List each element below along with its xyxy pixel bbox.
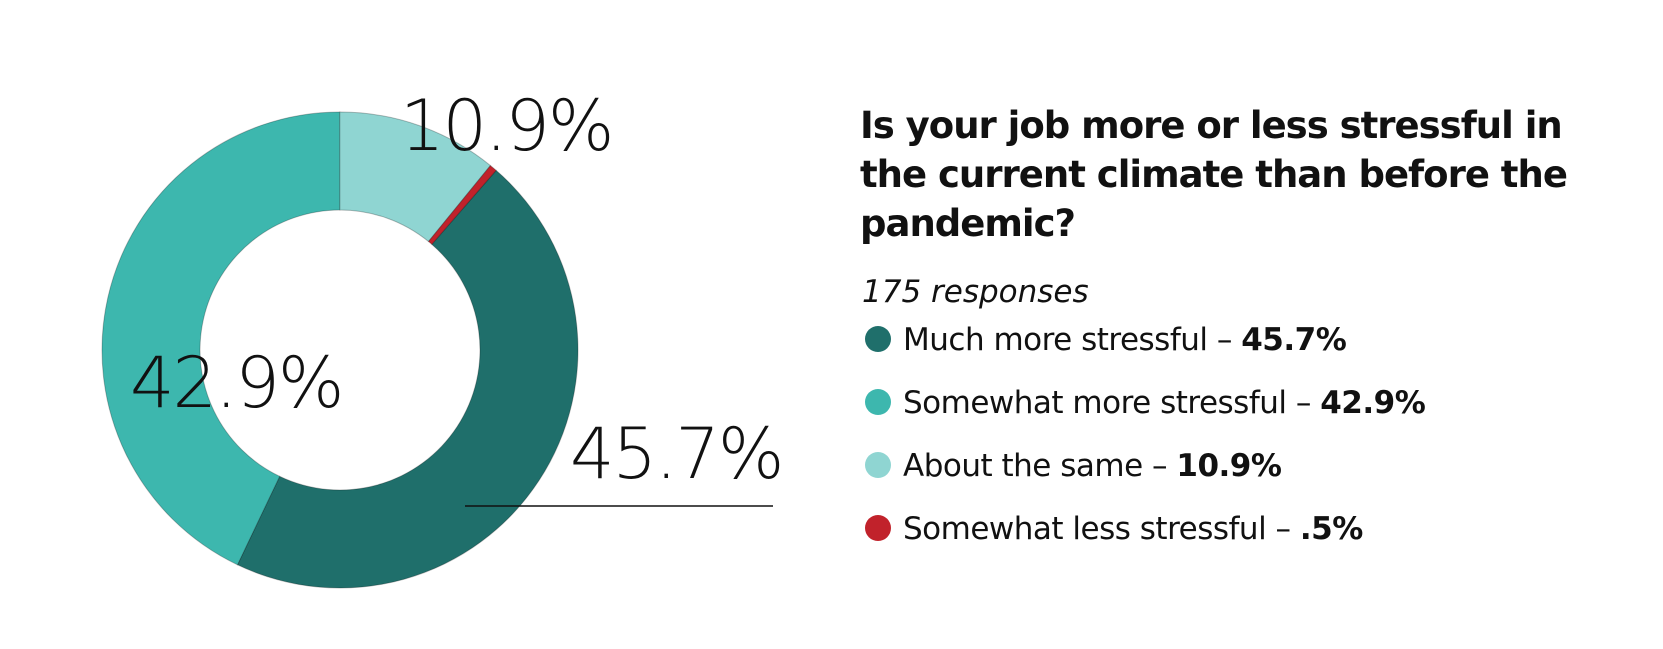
legend-separator: – (1217, 322, 1232, 358)
legend-value: 42.9% (1320, 385, 1425, 421)
data-label: 42.9% (130, 342, 342, 424)
legend-swatch (865, 452, 891, 478)
data-label: 10.9% (400, 85, 612, 167)
legend: Much more stressful – 45.7% Somewhat more… (865, 322, 1426, 547)
legend-entry: Much more stressful – 45.7% (903, 322, 1347, 358)
legend-swatch (865, 389, 891, 415)
data-label: 45.7% (570, 413, 782, 495)
legend-swatch (865, 515, 891, 541)
chart-subtitle: 175 responses (862, 274, 1089, 310)
donut-segment (101, 111, 341, 566)
legend-value: 45.7% (1241, 322, 1346, 358)
legend-separator: – (1296, 385, 1311, 421)
legend-value: .5% (1300, 511, 1363, 547)
legend-label: Much more stressful (903, 322, 1208, 358)
chart-title: the current climate than before the (860, 153, 1567, 196)
legend-value: 10.9% (1176, 448, 1281, 484)
legend-separator: – (1152, 448, 1167, 484)
legend-entry: About the same – 10.9% (903, 448, 1282, 484)
legend-entry: Somewhat less stressful – .5% (903, 511, 1363, 547)
donut-segment (236, 169, 579, 589)
legend-entry: Somewhat more stressful – 42.9% (903, 385, 1426, 421)
legend-separator: – (1276, 511, 1291, 547)
donut-segment (427, 164, 497, 246)
donut-segment (339, 111, 492, 243)
legend-swatch (865, 326, 891, 352)
legend-label: Somewhat less stressful (903, 511, 1266, 547)
legend-label: About the same (903, 448, 1143, 484)
chart-title: pandemic? (860, 202, 1075, 245)
donut (101, 111, 579, 589)
legend-label: Somewhat more stressful (903, 385, 1287, 421)
chart-title: Is your job more or less stressful in (860, 104, 1562, 147)
